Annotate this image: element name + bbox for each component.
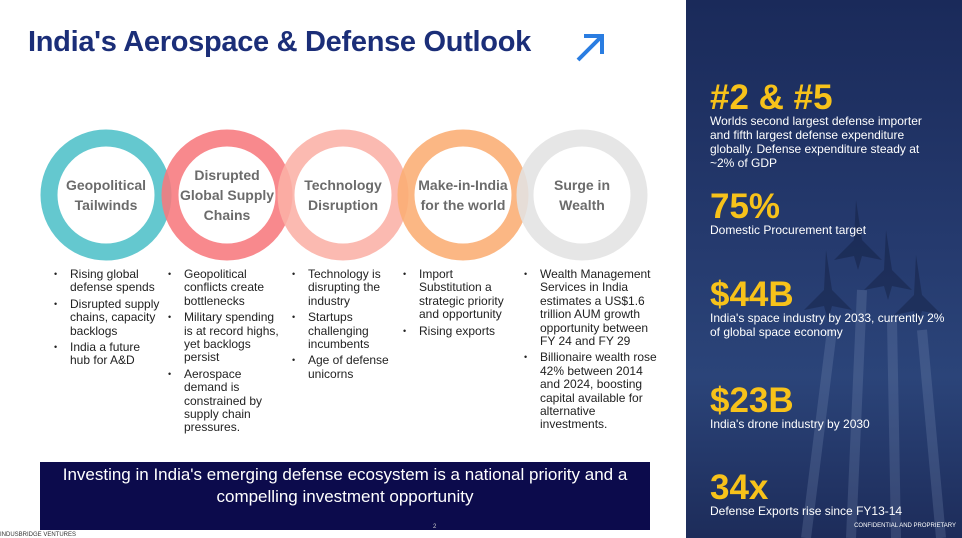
banner-text: Investing in India's emerging defense ec… (62, 465, 628, 506)
bullet: Wealth Management Services in India esti… (524, 267, 657, 348)
stat: #2 & #5 Worlds second largest defense imp… (710, 78, 945, 171)
company-name: INDUSBRIDGE VENTURES (0, 532, 77, 538)
pillar-column: Technology is disrupting the industrySta… (290, 267, 395, 384)
bullet: Billionaire wealth rose 42% between 2014… (524, 351, 657, 432)
bullet: Rising global defense spends (54, 267, 162, 295)
stat-value: $23B (710, 381, 794, 420)
pillar-label: Make-in-India for the world (418, 177, 508, 213)
pillar-label: Disrupted Global Supply Chains (179, 167, 275, 223)
pillar-ring (516, 129, 648, 261)
page-number: 2 (433, 524, 437, 530)
stat-description: Domestic Procurement target (710, 223, 867, 237)
bullet: Aerospace demand is constrained by suppl… (168, 367, 281, 435)
bullet: India a future hub for A&D (54, 340, 162, 368)
arrow-icon (576, 34, 604, 62)
stat: $23B India's drone industry by 2030 (710, 381, 945, 432)
stats-panel (686, 0, 962, 538)
confidential-note: CONFIDENTIAL AND PROPRIETARY (854, 523, 956, 529)
bullet-list: Wealth Management Services in India esti… (522, 267, 657, 432)
pillar-label: Technology Disruption (304, 177, 382, 213)
bullet-list: Technology is disrupting the industrySta… (290, 267, 395, 381)
stat: 34x Defense Exports rise since FY13-14 (710, 468, 945, 519)
pillar-column: Wealth Management Services in India esti… (522, 267, 657, 435)
bullet: Age of defense unicorns (292, 354, 395, 381)
stat: 75% Domestic Procurement target (710, 187, 945, 238)
bullet: Geopolitical conflicts create bottleneck… (168, 267, 281, 308)
bullet-list: Rising global defense spendsDisrupted su… (52, 267, 162, 368)
bullet: Military spending is at record highs, ye… (168, 311, 281, 365)
stat: $44B India's space industry by 2033, curr… (710, 275, 945, 340)
slide-title: India's Aerospace & Defense Outlook (28, 26, 531, 58)
pillar-column: Geopolitical conflicts create bottleneck… (166, 267, 281, 438)
stat-value: #2 & #5 (710, 78, 833, 117)
pillar-column: Rising global defense spendsDisrupted su… (52, 267, 162, 371)
pillar-rings (40, 129, 648, 261)
stat-value: 75% (710, 187, 781, 226)
bullet: Import Substitution a strategic priority… (403, 267, 511, 322)
bullet: Startups challenging incumbents (292, 310, 395, 351)
pillar-column: Import Substitution a strategic priority… (401, 267, 511, 341)
bullet: Rising exports (403, 324, 511, 339)
pillar-label: Surge in Wealth (553, 177, 610, 213)
pillar-label: Geopolitical Tailwinds (65, 177, 147, 213)
stat-value: 34x (710, 468, 769, 507)
stat-description: Defense Exports rise since FY13-14 (710, 504, 903, 518)
stat-description: India's drone industry by 2030 (710, 417, 870, 431)
bullet-list: Import Substitution a strategic priority… (401, 267, 511, 339)
bullet-list: Geopolitical conflicts create bottleneck… (166, 267, 281, 435)
stat-description: Worlds second largest defense importer a… (710, 114, 922, 170)
stat-description: India's space industry by 2033, currentl… (710, 311, 945, 339)
bullet: Disrupted supply chains, capacity backlo… (54, 297, 162, 338)
bullet: Technology is disrupting the industry (292, 267, 395, 308)
stat-value: $44B (710, 275, 794, 314)
jets-background (801, 200, 946, 538)
banner: Investing in India's emerging defense ec… (40, 462, 650, 530)
